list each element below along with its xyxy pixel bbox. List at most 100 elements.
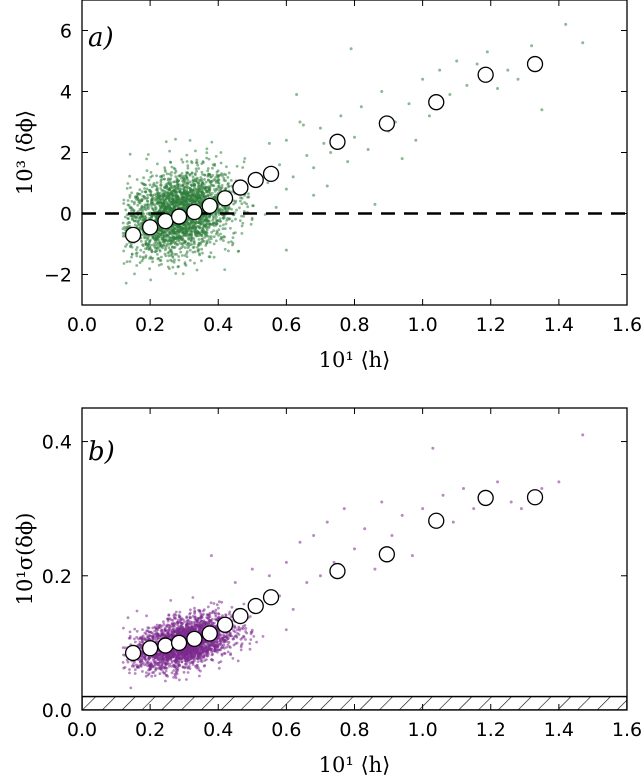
cloud-point xyxy=(133,200,136,204)
cloud-point xyxy=(215,170,219,174)
cloud-point xyxy=(140,198,144,202)
y-tick-label: −2 xyxy=(44,265,72,287)
cloud-point xyxy=(163,671,167,675)
cloud-point xyxy=(203,223,206,227)
cloud-point xyxy=(210,658,214,661)
cloud-point xyxy=(154,666,158,670)
cloud-point xyxy=(227,207,231,210)
cloud-point xyxy=(181,206,185,210)
cloud-point xyxy=(134,640,137,644)
cloud-point xyxy=(188,259,192,262)
cloud-point xyxy=(153,237,157,241)
cloud-point xyxy=(182,192,185,195)
cloud-point xyxy=(215,603,219,607)
mean-marker xyxy=(262,165,280,183)
cloud-point xyxy=(185,160,189,163)
sparse-point xyxy=(407,102,411,106)
cloud-point xyxy=(137,219,140,223)
x-axis-label: 10¹ ⟨h⟩ xyxy=(319,348,391,372)
cloud-point xyxy=(195,176,199,180)
cloud-point xyxy=(157,245,161,249)
cloud-point xyxy=(128,671,131,675)
cloud-point xyxy=(180,197,184,201)
cloud-point xyxy=(170,165,174,169)
mean-marker xyxy=(186,203,203,221)
cloud-point xyxy=(218,648,222,651)
cloud-point xyxy=(284,628,288,632)
x-tick-label: 1.0 xyxy=(408,314,438,336)
cloud-point xyxy=(200,616,203,619)
cloud-point xyxy=(183,227,187,231)
cloud-point xyxy=(235,208,239,212)
cloud-point xyxy=(135,251,139,255)
cloud-point xyxy=(159,179,163,182)
cloud-point xyxy=(123,228,127,232)
cloud-point xyxy=(160,655,164,659)
cloud-point xyxy=(217,612,221,616)
cloud-point xyxy=(138,188,142,192)
cloud-point xyxy=(221,208,225,212)
cloud-point xyxy=(140,218,143,222)
cloud-point xyxy=(200,170,204,174)
cloud-point xyxy=(164,679,167,683)
cloud-point xyxy=(185,153,189,157)
cloud-point xyxy=(134,248,138,252)
cloud-point xyxy=(174,272,178,275)
cloud-point xyxy=(160,198,164,202)
cloud-point xyxy=(125,243,129,246)
cloud-point xyxy=(208,188,212,192)
cloud-point xyxy=(183,185,187,189)
cloud-point xyxy=(128,195,132,199)
cloud-point xyxy=(129,686,133,690)
cloud-point xyxy=(200,230,204,234)
cloud-point xyxy=(248,642,252,645)
cloud-point xyxy=(121,646,125,649)
cloud-point xyxy=(140,206,144,210)
cloud-point xyxy=(186,246,190,250)
sparse-point xyxy=(366,147,370,151)
cloud-point xyxy=(169,160,172,164)
cloud-point xyxy=(122,626,125,630)
cloud-point xyxy=(142,212,146,216)
cloud-point xyxy=(194,167,198,171)
cloud-point xyxy=(141,243,145,247)
cloud-point xyxy=(178,678,181,682)
cloud-point xyxy=(174,613,178,617)
cloud-point xyxy=(153,674,157,677)
cloud-point xyxy=(190,239,193,243)
cloud-point xyxy=(214,232,218,236)
cloud-point xyxy=(266,181,270,185)
cloud-point xyxy=(190,222,194,226)
cloud-point xyxy=(170,231,173,235)
cloud-point xyxy=(146,153,150,156)
cloud-point xyxy=(158,228,162,232)
cloud-point xyxy=(154,632,158,636)
cloud-point xyxy=(203,178,206,181)
cloud-point xyxy=(219,151,223,154)
cloud-point xyxy=(177,258,181,262)
cloud-point xyxy=(174,227,177,231)
x-tick-label: 0.4 xyxy=(203,314,233,336)
cloud-point xyxy=(210,183,214,187)
cloud-point xyxy=(197,200,201,203)
cloud-point xyxy=(196,660,200,663)
x-tick-label: 1.2 xyxy=(476,314,506,336)
cloud-point xyxy=(193,621,197,625)
cloud-point xyxy=(172,205,176,209)
cloud-point xyxy=(186,166,190,170)
cloud-point xyxy=(188,139,192,142)
cloud-point xyxy=(240,202,244,206)
cloud-point xyxy=(202,186,206,190)
cloud-point xyxy=(192,224,196,228)
cloud-point xyxy=(238,219,242,223)
cloud-point xyxy=(189,188,192,192)
cloud-point xyxy=(201,251,204,255)
cloud-point xyxy=(203,183,206,186)
cloud-point xyxy=(208,240,212,244)
cloud-point xyxy=(178,230,181,234)
cloud-point xyxy=(182,233,186,237)
cloud-point xyxy=(170,241,174,245)
cloud-point xyxy=(171,254,174,258)
cloud-point xyxy=(138,640,142,644)
cloud-point xyxy=(200,247,204,251)
